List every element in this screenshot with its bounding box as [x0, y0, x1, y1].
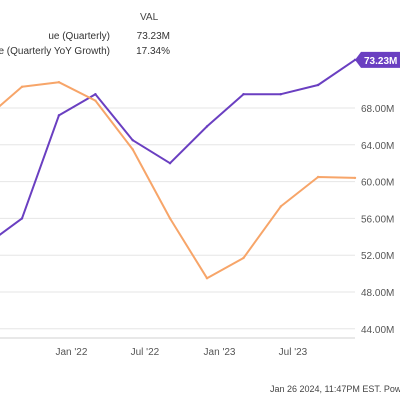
legend-row-growth: ue (Quarterly YoY Growth) 17.34%: [0, 46, 170, 60]
series-line-growth: [0, 81, 356, 280]
data-point-revenue: [57, 114, 61, 117]
y-tick-label: 68.00M: [361, 104, 394, 115]
y-tick-label: 64.00M: [361, 141, 394, 152]
x-tick-label: Jul '23: [279, 347, 308, 358]
y-tick-label: 56.00M: [361, 214, 394, 225]
x-tick-label: Jul '22: [131, 347, 160, 358]
legend-header: VAL: [140, 12, 159, 23]
legend-row-revenue: ue (Quarterly) 73.23M: [0, 31, 170, 45]
x-tick-label: Jan '22: [56, 347, 88, 358]
data-point-growth: [205, 277, 209, 280]
footer-timestamp: Jan 26 2024, 11:47PM EST.: [270, 384, 382, 394]
data-point-revenue: [205, 125, 209, 128]
x-tick-label: Jan '23: [204, 347, 236, 358]
y-tick-label: 52.00M: [361, 251, 394, 262]
footer-powered: Powere: [383, 384, 400, 394]
data-point-growth: [279, 205, 282, 208]
data-point-growth: [131, 148, 134, 151]
data-point-revenue: [168, 162, 172, 165]
legend-value: 17.34%: [136, 46, 170, 57]
data-point-revenue: [279, 93, 282, 96]
data-point-growth: [316, 175, 320, 179]
data-point-growth: [94, 99, 97, 102]
y-tick-label: 44.00M: [361, 325, 394, 336]
last-value-badge: [355, 51, 400, 68]
data-point-revenue: [94, 93, 97, 96]
data-point-growth: [242, 256, 245, 260]
last-value-badge-label: 73.23M: [364, 56, 397, 67]
data-point-revenue: [316, 83, 320, 87]
data-point-growth: [20, 85, 24, 89]
data-point-revenue: [131, 139, 134, 142]
y-tick-label: 48.00M: [361, 288, 394, 299]
legend-name: ue (Quarterly YoY Growth): [0, 46, 110, 57]
data-point-revenue: [20, 217, 24, 220]
legend-value: 73.23M: [136, 31, 170, 42]
data-point-growth: [57, 81, 61, 84]
y-tick-label: 60.00M: [361, 178, 394, 189]
data-point-growth: [353, 176, 357, 180]
data-point-growth: [168, 217, 172, 220]
footer: Jan 26 2024, 11:47PM EST. Powere: [270, 384, 400, 394]
legend-name: ue (Quarterly): [48, 31, 110, 42]
data-point-revenue: [242, 93, 245, 96]
